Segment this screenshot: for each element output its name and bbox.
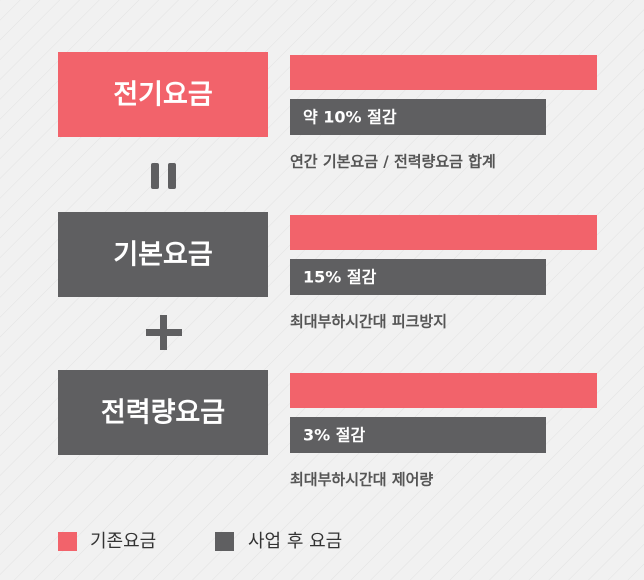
plus-sign xyxy=(160,315,167,350)
row-label: 전력량요금 xyxy=(101,398,225,429)
before-bar xyxy=(290,215,597,250)
row-box xyxy=(58,370,268,455)
before-bar xyxy=(290,373,597,408)
row-note: 최대부하시간대 제어량 xyxy=(290,471,433,489)
row-box xyxy=(58,52,268,137)
row-label: 전기요금 xyxy=(113,80,212,111)
row-note: 연간 기본요금 / 전력량요금 합계 xyxy=(290,153,496,171)
saving-label: 3% 절감 xyxy=(303,426,365,445)
legend-label: 사업 후 요금 xyxy=(248,531,342,552)
after-bar xyxy=(290,259,546,295)
after-bar xyxy=(290,99,546,135)
row-box xyxy=(58,212,268,297)
saving-label: 15% 절감 xyxy=(303,268,377,287)
row-label: 기본요금 xyxy=(113,240,212,271)
after-bar xyxy=(290,417,546,453)
equals-sign xyxy=(151,163,159,189)
before-bar xyxy=(290,55,597,90)
row-note: 최대부하시간대 피크방지 xyxy=(290,313,447,331)
equals-sign xyxy=(168,163,176,189)
legend-label: 기존요금 xyxy=(90,531,156,552)
legend-swatch xyxy=(215,532,234,551)
saving-label: 약 10% 절감 xyxy=(303,108,397,127)
legend-swatch xyxy=(58,532,77,551)
